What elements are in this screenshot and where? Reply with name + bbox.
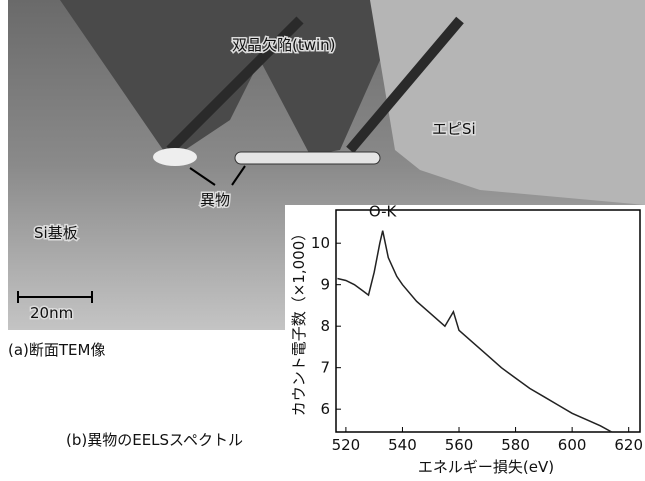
x-axis-label: エネルギー損失(eV) xyxy=(418,458,554,476)
x-tick-label: 520 xyxy=(332,436,361,454)
image-caption: (a)断面TEM像 xyxy=(8,341,105,359)
substrate-label: Si基板 xyxy=(34,224,78,242)
chart-caption: (b)異物のEELSスペクトル xyxy=(66,431,243,449)
foreign-label: 異物 xyxy=(200,191,230,209)
y-tick-label: 8 xyxy=(320,317,330,335)
y-tick-label: 6 xyxy=(320,400,330,418)
figure: 双晶欠陥(twin) エピSi 異物 Si基板 20nm (a)断面TEM像 (… xyxy=(0,0,645,481)
y-tick-label: 9 xyxy=(320,276,330,294)
y-axis-label: カウント電子数（×1,000） xyxy=(290,226,308,417)
x-tick-label: 620 xyxy=(614,436,643,454)
peak-annotation: O-K xyxy=(369,203,398,221)
x-tick-label: 540 xyxy=(388,436,417,454)
epi-label: エピSi xyxy=(432,120,476,138)
y-tick-label: 7 xyxy=(320,359,330,377)
y-tick-label: 10 xyxy=(311,234,330,252)
x-tick-label: 560 xyxy=(445,436,474,454)
x-tick-label: 580 xyxy=(501,436,530,454)
x-tick-label: 600 xyxy=(558,436,587,454)
scale-label: 20nm xyxy=(30,304,73,322)
twin-label: 双晶欠陥(twin) xyxy=(232,36,336,54)
